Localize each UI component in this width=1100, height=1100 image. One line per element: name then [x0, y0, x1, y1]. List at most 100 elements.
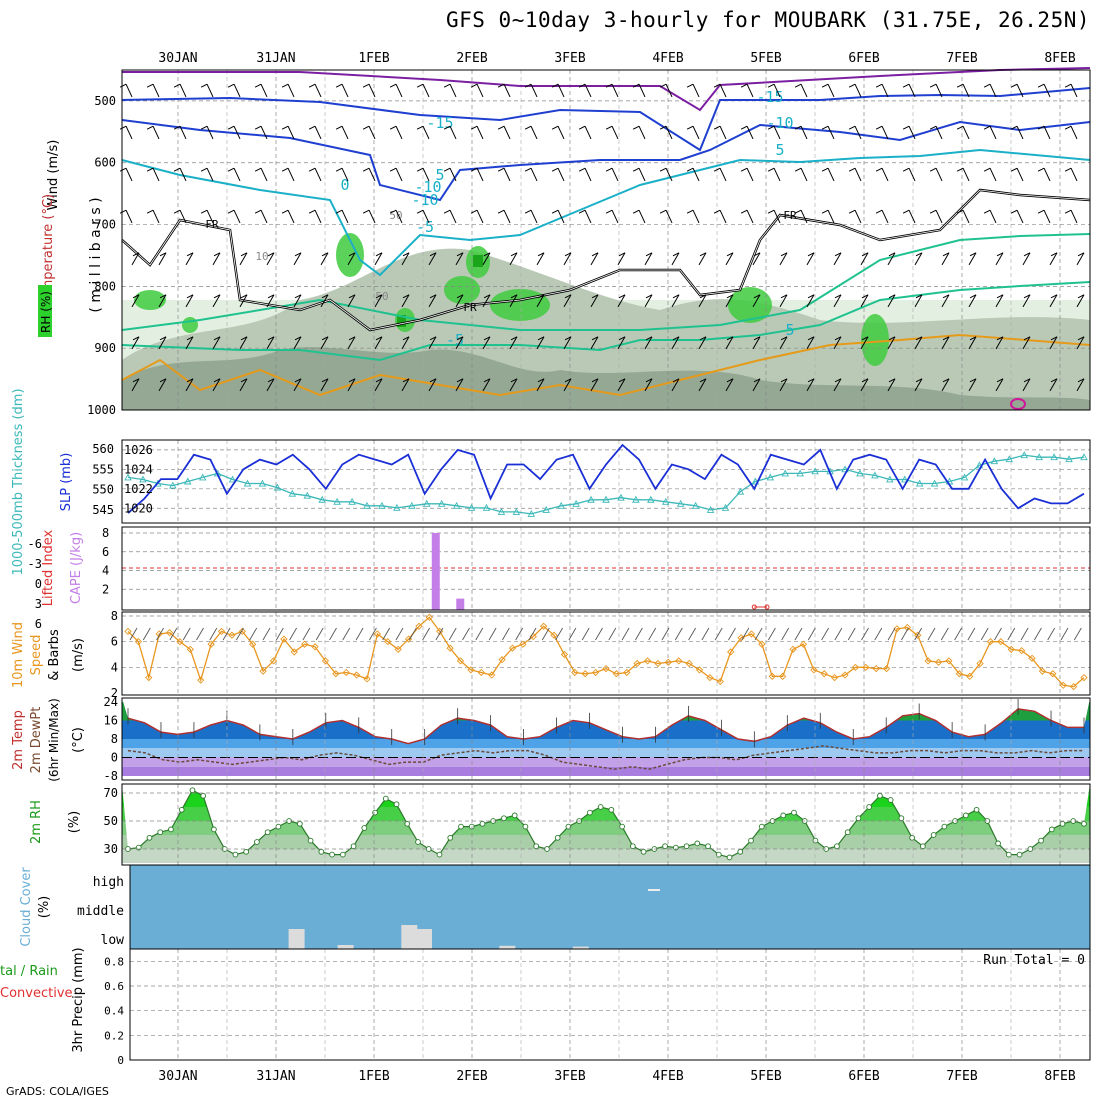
thickness-point	[1005, 455, 1014, 463]
thickness-point	[467, 503, 476, 511]
wind-barb-flag	[875, 125, 883, 130]
wind-barb	[698, 294, 707, 308]
wind-barb	[347, 294, 356, 308]
wind-barb	[806, 336, 815, 350]
thickness-point	[871, 471, 879, 479]
surface-wind-barb	[222, 627, 231, 641]
contour-label: 5	[435, 166, 444, 184]
wind-barb	[341, 126, 349, 140]
rh-point	[662, 843, 668, 850]
wind-barb-flag	[686, 209, 694, 214]
surface-wind-barb	[834, 627, 843, 641]
wind-barb	[125, 210, 133, 224]
surface-wind-barb	[448, 627, 457, 641]
thickness-point	[960, 473, 969, 481]
wind-barb-flag	[794, 125, 802, 130]
wind-barb	[638, 168, 646, 182]
ylabel-wind-barbs: & Barbs	[47, 629, 62, 681]
wind-barb	[239, 378, 248, 392]
wind-barb-flag	[213, 336, 221, 341]
wind-barb-flag	[443, 167, 451, 172]
wind-barb-flag	[375, 252, 383, 257]
wind-barb-flag	[591, 336, 599, 341]
wind-barb	[665, 126, 673, 140]
rh-point	[855, 815, 862, 822]
rh-point	[683, 843, 690, 850]
surface-wind-barb	[741, 627, 750, 641]
wind-speed-point	[591, 668, 600, 677]
surface-wind-barb	[1060, 627, 1069, 641]
wind-barb	[125, 126, 133, 140]
rh-point	[608, 806, 615, 813]
wind-barb	[725, 336, 734, 350]
wind-barb	[962, 210, 970, 224]
thickness-point	[169, 481, 177, 489]
ylabel-temp: 2m Temp	[11, 710, 26, 770]
rh-point	[1081, 820, 1087, 827]
rh-moist-cell	[861, 314, 889, 366]
wind-barb	[779, 378, 788, 392]
wind-speed-point	[301, 640, 309, 648]
wind-barb-flag	[699, 336, 707, 341]
wind-barb-flag	[227, 83, 235, 88]
temp-tick-label: -8	[104, 769, 118, 783]
wind-barb	[158, 378, 167, 392]
rh-point	[382, 795, 389, 802]
rh-point	[436, 851, 443, 858]
wind-barb	[1043, 126, 1051, 140]
wind-barb	[1016, 84, 1024, 98]
wind-barb	[314, 126, 322, 140]
surface-wind-barb	[462, 627, 470, 641]
surface-wind-barb	[408, 627, 417, 641]
wind-barb-flag	[929, 167, 937, 172]
wind-barb	[557, 210, 565, 224]
wind-barb	[320, 336, 329, 350]
thickness-point	[1035, 453, 1043, 461]
wind-barb	[752, 336, 761, 350]
temp-tick-label: 24	[104, 695, 118, 709]
wind-barb-flag	[470, 167, 478, 172]
surface-wind-barb	[794, 627, 803, 641]
rh-point	[780, 812, 787, 819]
surface-wind-barb	[289, 627, 297, 641]
wind-barb-flag	[740, 83, 748, 88]
wind-barb-flag	[834, 378, 842, 383]
surface-wind-barb	[355, 627, 364, 641]
wind-barb-flag	[119, 125, 127, 130]
surface-wind-barb	[395, 627, 404, 641]
wind-barb	[179, 210, 187, 224]
surface-wind-barb	[142, 627, 151, 641]
wind-barb-flag	[848, 209, 856, 214]
wind-speed-point	[1018, 647, 1026, 655]
wind-barb-flag	[348, 252, 356, 257]
thickness-tick-label: 550	[92, 483, 114, 497]
wind-barb	[725, 252, 734, 266]
wind-barb-flag	[389, 125, 397, 130]
pressure-tick-label: 700	[94, 218, 116, 232]
rh-point	[211, 826, 217, 833]
wind-barb-flag	[1023, 378, 1031, 383]
rh-point	[1048, 826, 1055, 833]
bottom-day-label: 3FEB	[554, 1069, 585, 1084]
ylabel-dewpt: 2m DewPt	[29, 707, 44, 774]
wind-barb	[800, 84, 808, 98]
wind-barb	[617, 378, 626, 392]
surface-wind-barb	[369, 627, 377, 641]
surface-wind-barb	[754, 627, 763, 641]
rh-point	[565, 823, 572, 830]
wind-barb-flag	[159, 294, 167, 299]
thickness-point	[1050, 453, 1058, 461]
wind-barb	[239, 294, 248, 308]
wind-speed-point	[799, 640, 808, 648]
isotherm-minus15	[121, 87, 1091, 152]
thickness-point	[527, 510, 536, 517]
temp-frame	[121, 697, 1091, 781]
rh-point	[630, 843, 636, 850]
wind-barb-flag	[348, 294, 356, 299]
ylabel-rh2m: 2m RH	[29, 800, 44, 844]
wind-barb	[584, 168, 592, 182]
wind-barb-flag	[618, 252, 626, 257]
wind-barb	[293, 252, 302, 266]
wind-barb-flag	[605, 83, 613, 88]
slp-series	[127, 443, 1085, 514]
